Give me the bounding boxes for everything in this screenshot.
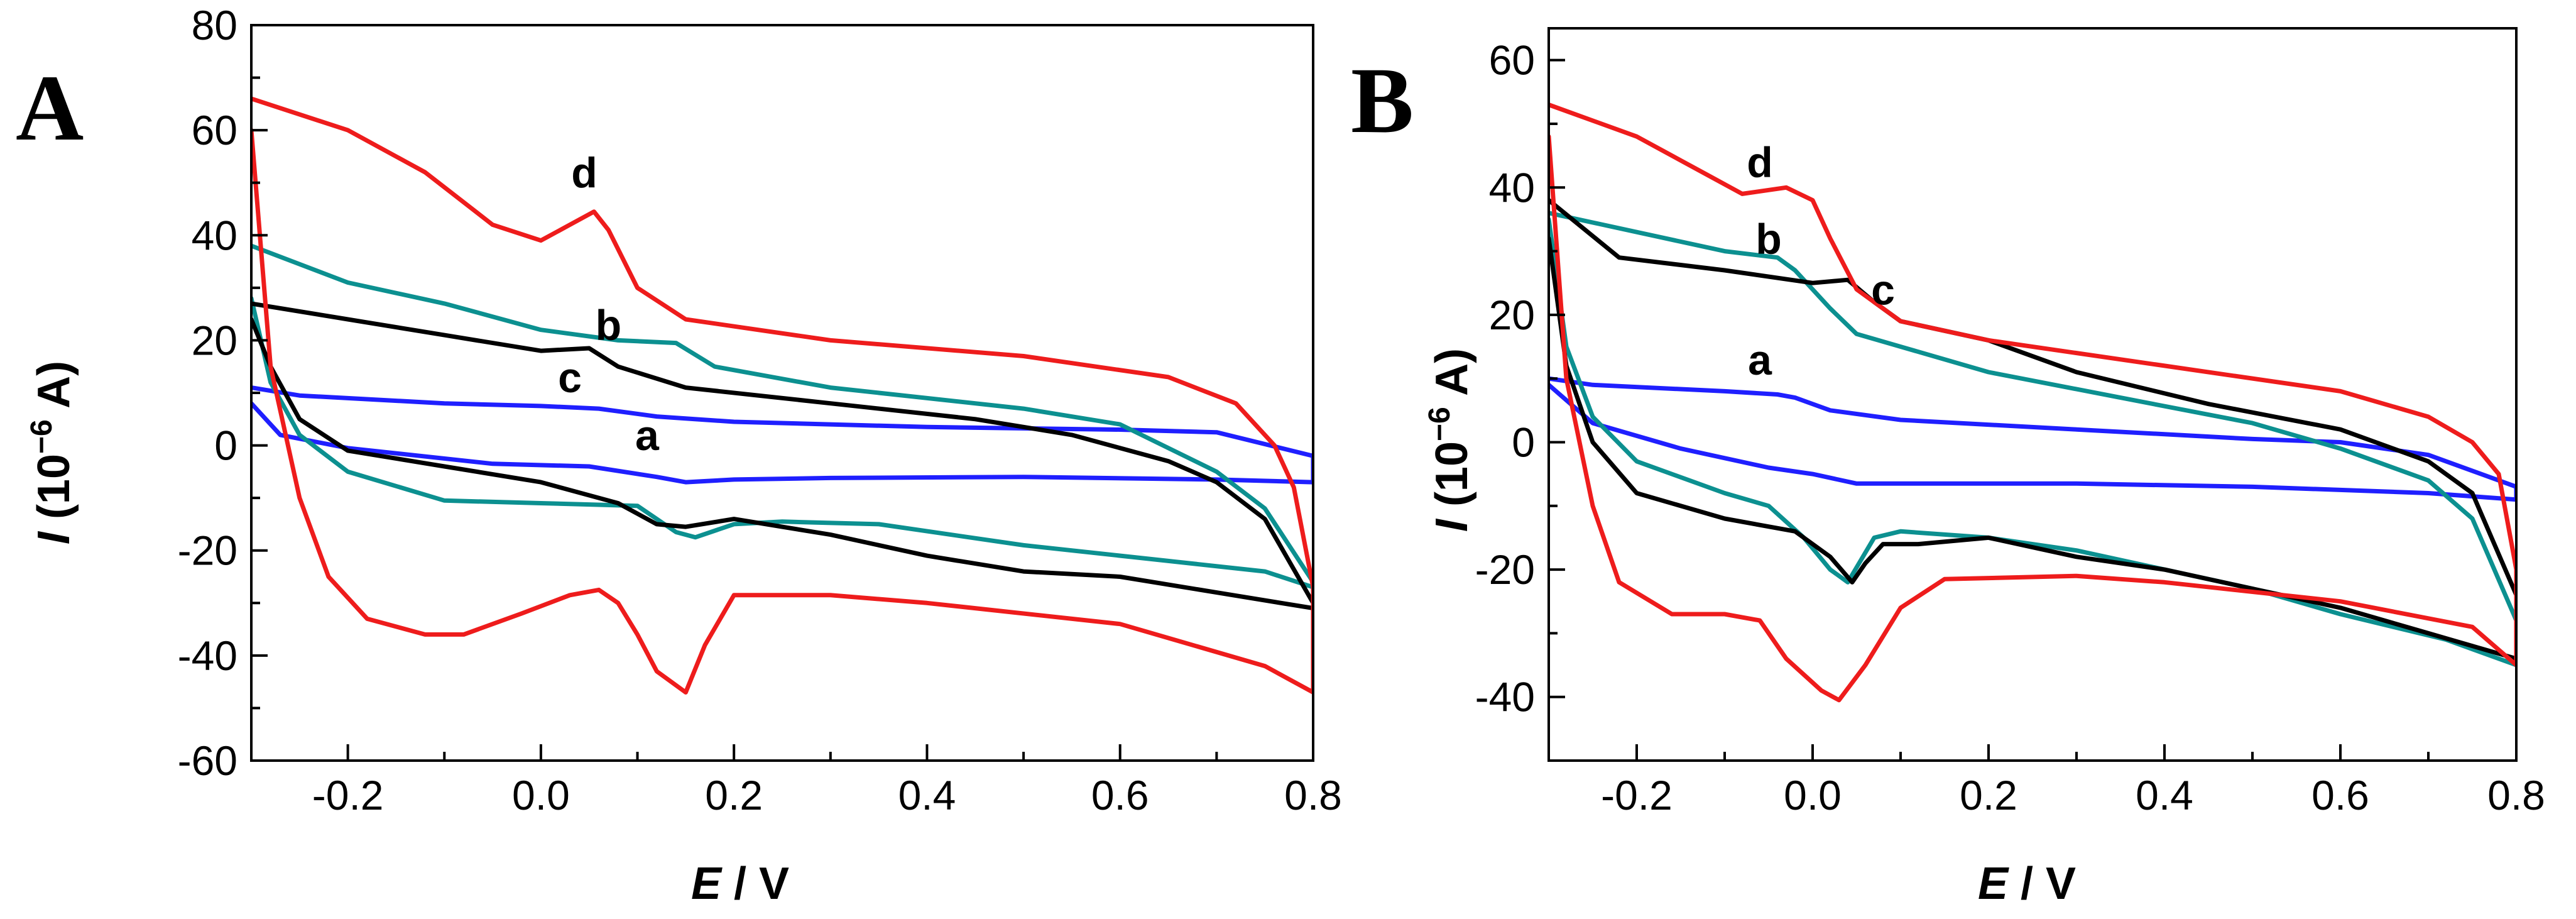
panel-a-curve-label-a: a bbox=[635, 412, 660, 460]
panel-a-x-axis-unit: / V bbox=[721, 859, 789, 909]
panel-a-y-tick-label: -60 bbox=[178, 737, 237, 784]
panel-b-x-axis-label: E / V bbox=[1978, 859, 2076, 909]
panel-b-curve-a bbox=[1549, 376, 2516, 502]
panel-a-y-tick-label: -40 bbox=[178, 632, 237, 679]
panel-a-y-axis-label: I (10−6 A) bbox=[25, 361, 79, 544]
panel-a-y-tick-label: 40 bbox=[192, 212, 237, 258]
panel-b-y-axis-var: I bbox=[1427, 518, 1477, 532]
panel-a-y-axis-var: I bbox=[29, 531, 79, 544]
panel-b-x-tick-label: 0.2 bbox=[1960, 772, 2017, 818]
panel-b-y-axis-label: I (10−6 A) bbox=[1423, 348, 1477, 532]
panel-b-x-tick-label: 0.0 bbox=[1784, 772, 1842, 818]
panel-a-x-tick-label: -0.2 bbox=[312, 772, 384, 818]
panel-b-y-axis-exp: −6 bbox=[1423, 407, 1456, 441]
panel-a-y-axis-exp: −6 bbox=[25, 419, 58, 454]
panel-a-y-tick-label: 20 bbox=[192, 317, 237, 363]
panel-a-curve-label-d: d bbox=[571, 149, 598, 197]
panel-b-y-tick-label: -20 bbox=[1475, 546, 1535, 593]
panel-a-x-tick-label: 0.8 bbox=[1284, 772, 1342, 818]
panel-b-curve-d bbox=[1549, 102, 2516, 703]
panel-a-curve-b bbox=[251, 243, 1313, 590]
panel-b-plot-area: -0.2 0.0 0.2 0.4 0.6 0.8 -40 -20 0 20 40 60 a b c d bbox=[1475, 27, 2545, 818]
panel-a-x-tick-label: 0.6 bbox=[1091, 772, 1149, 818]
panel-a-y-axis-close: A) bbox=[29, 361, 79, 419]
panel-a-curve-label-b: b bbox=[596, 301, 622, 349]
panel-b-y-tick-label: 20 bbox=[1489, 292, 1535, 338]
panel-b-y-tick-label: -40 bbox=[1475, 674, 1535, 720]
panel-a-y-axis-open: (10 bbox=[29, 454, 79, 532]
panel-b-y-axis-open: (10 bbox=[1427, 441, 1477, 519]
panel-b-x-axis-var: E bbox=[1978, 859, 2009, 909]
panel-b-y-tick-label: 0 bbox=[1512, 419, 1535, 465]
panel-a-y-tick-label: -20 bbox=[178, 527, 237, 574]
panel-b-y-axis-close: A) bbox=[1427, 348, 1477, 407]
panel-a-y-tick-label: 60 bbox=[192, 107, 237, 153]
panel-a-letter: A bbox=[16, 56, 84, 160]
panel-a-x-tick-label: 0.2 bbox=[705, 772, 763, 818]
panel-b-curve-label-c: c bbox=[1871, 266, 1895, 314]
panel-b-curve-label-d: d bbox=[1747, 139, 1773, 187]
panel-a-y-tick-label: 0 bbox=[214, 422, 237, 469]
panel-a-x-tick-label: 0.0 bbox=[512, 772, 570, 818]
panel-a: A -0.2 0.0 0.2 0.4 0.6 0.8 -60 -40 -20 0 20 40 60 80 a… bbox=[16, 2, 1342, 909]
panel-b-y-tick-label: 40 bbox=[1489, 164, 1535, 211]
panel-b: B -0.2 0.0 0.2 0.4 0.6 0.8 -40 -20 0 20 40 60 a b c d E… bbox=[1351, 27, 2545, 909]
panel-a-x-axis-label: E / V bbox=[691, 859, 789, 909]
panel-b-x-tick-label: -0.2 bbox=[1601, 772, 1673, 818]
panel-a-curve-c bbox=[251, 301, 1313, 611]
panel-a-curve-a bbox=[251, 385, 1313, 485]
panel-a-plot-area: -0.2 0.0 0.2 0.4 0.6 0.8 -60 -40 -20 0 20 40 60 80 a bc… bbox=[178, 2, 1342, 818]
panel-b-y-tick-label: 60 bbox=[1489, 37, 1535, 84]
panel-b-curve-label-a: a bbox=[1748, 336, 1772, 384]
panel-b-axes-frame bbox=[1547, 27, 2518, 762]
panel-a-curve-d bbox=[251, 96, 1313, 695]
panel-b-x-tick-label: 0.6 bbox=[2311, 772, 2369, 818]
panel-a-y-tick-label: 80 bbox=[192, 2, 237, 48]
panel-b-letter: B bbox=[1351, 48, 1414, 153]
panel-b-x-tick-label: 0.4 bbox=[2136, 772, 2193, 818]
panel-b-x-tick-label: 0.8 bbox=[2487, 772, 2545, 818]
panel-a-x-axis-var: E bbox=[691, 859, 723, 909]
panel-b-curve-label-b: b bbox=[1755, 215, 1782, 263]
panel-a-x-tick-label: 0.4 bbox=[898, 772, 956, 818]
panel-b-x-axis-unit: / V bbox=[2008, 859, 2076, 909]
panel-a-curve-label-c: c bbox=[558, 354, 582, 402]
